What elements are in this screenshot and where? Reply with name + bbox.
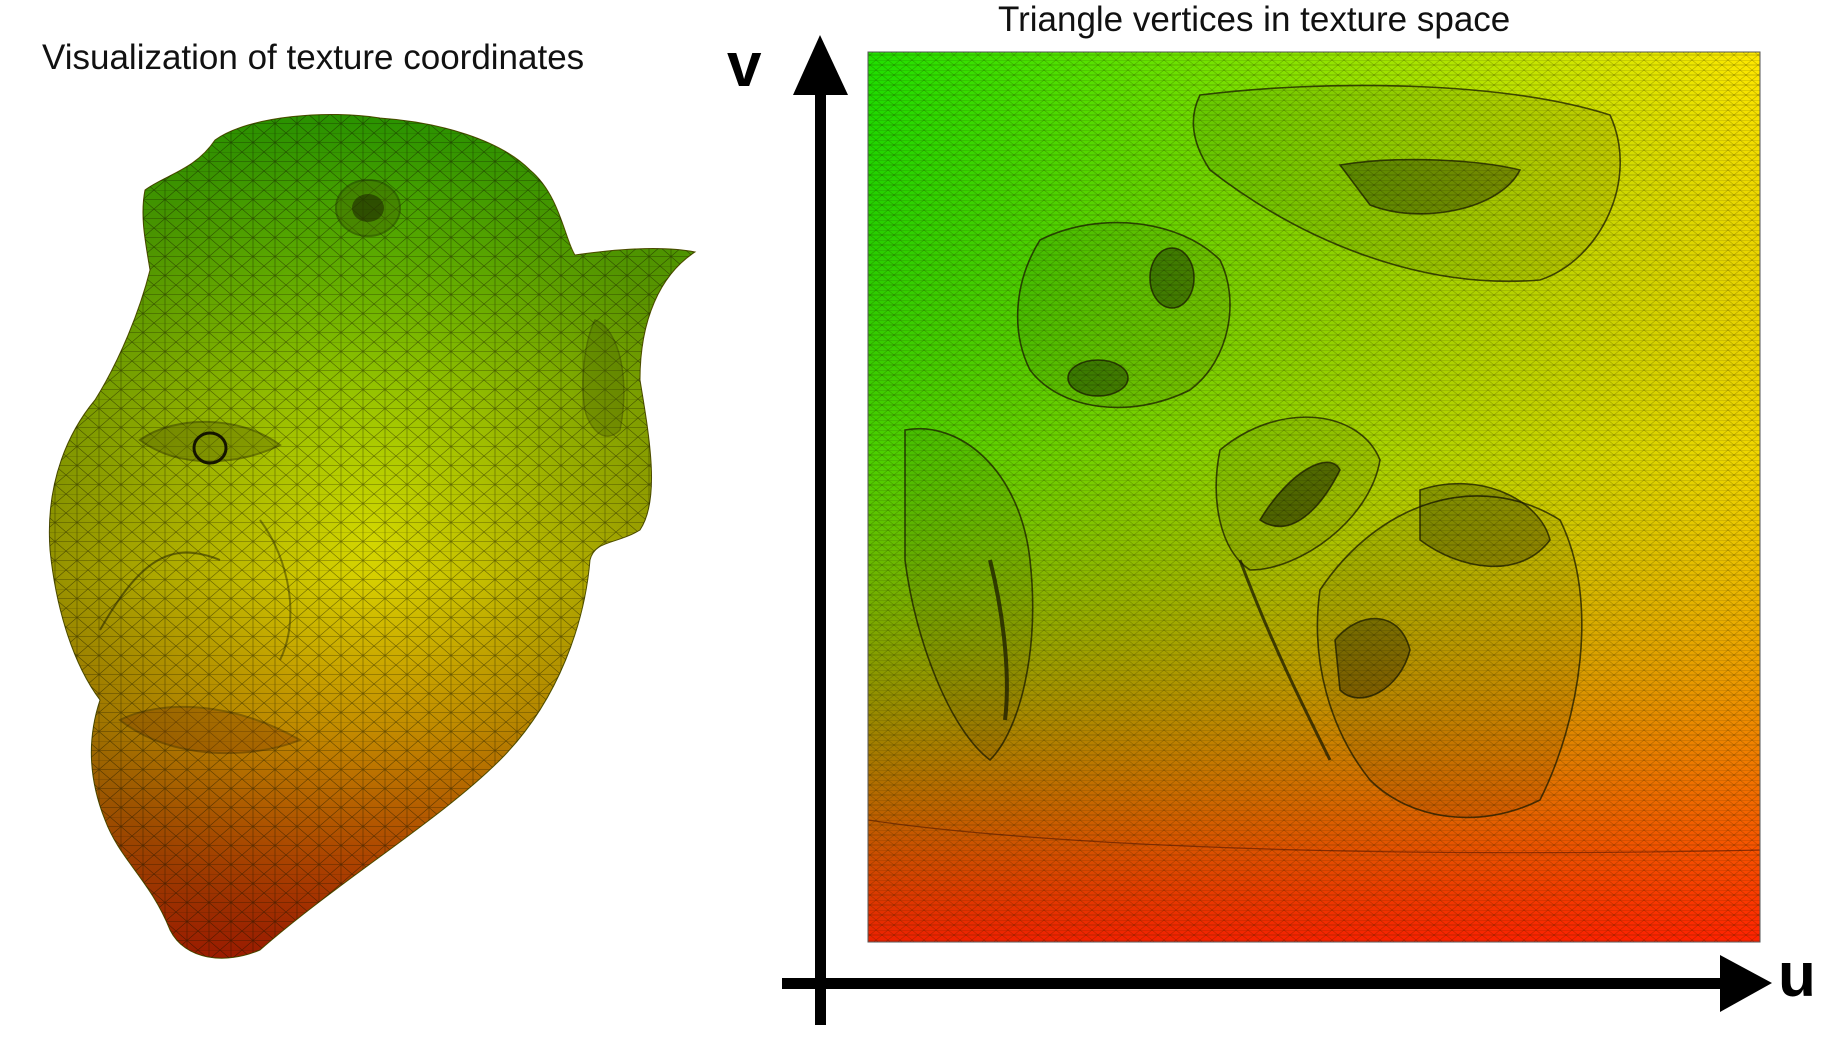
u-axis-label: u xyxy=(1778,941,1816,1010)
u-axis-arrow xyxy=(782,955,1772,1012)
v-axis-arrow xyxy=(793,35,848,1025)
right-panel-title: Triangle vertices in texture space xyxy=(998,0,1511,39)
v-axis-label: v xyxy=(727,31,762,100)
left-panel-title: Visualization of texture coordinates xyxy=(42,38,585,77)
uv-atlas-picture xyxy=(867,51,1761,943)
head-mesh-picture xyxy=(48,113,697,959)
